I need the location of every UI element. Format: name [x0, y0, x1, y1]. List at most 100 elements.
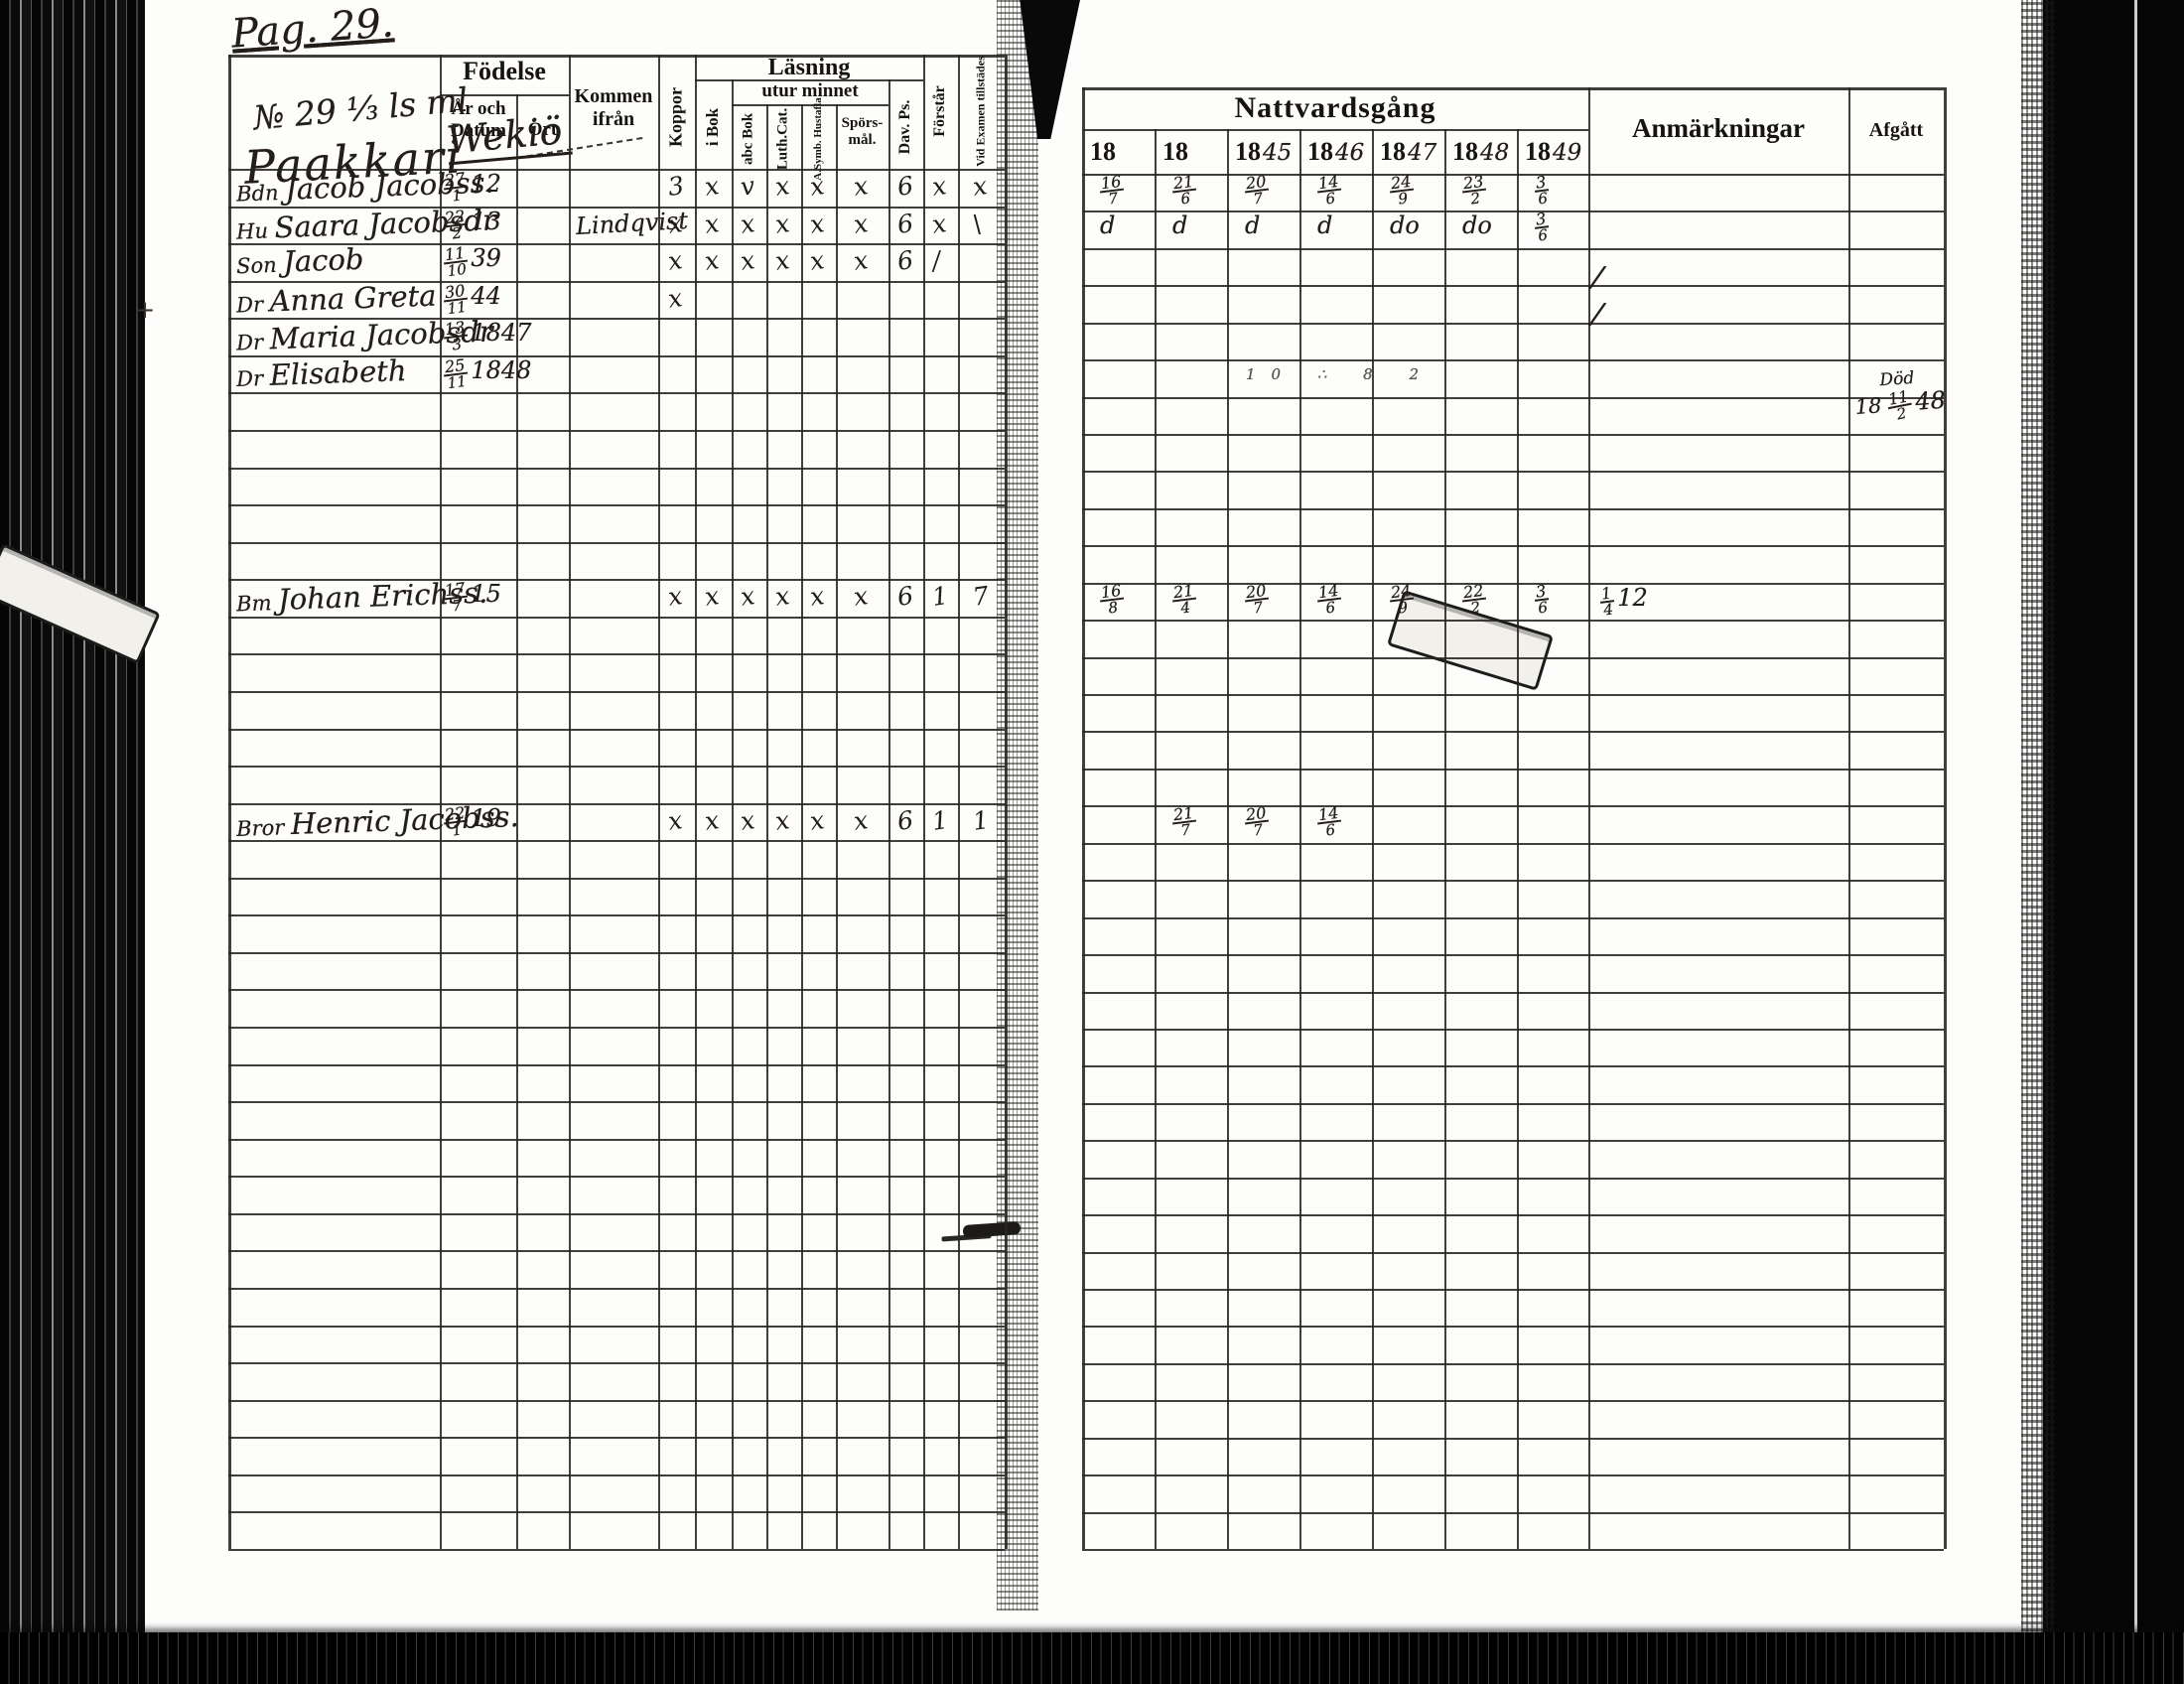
grid-hline: [1082, 954, 1944, 957]
register-row-birthdate: 25 11 1848: [442, 354, 532, 392]
register-row-birthdate: 11 10 39: [442, 243, 501, 281]
reading-mark: x: [739, 245, 757, 276]
grid-hline: [228, 1138, 1005, 1141]
header-afgatt: Afgått: [1868, 119, 1924, 141]
communion-date: 22 2: [1460, 580, 1487, 618]
page-edge-speckle: [2021, 0, 2055, 1638]
grid-vline: [1227, 129, 1229, 1549]
grid-hline: [1082, 768, 1944, 771]
reading-mark: x: [739, 581, 757, 613]
reading-mark: x: [703, 208, 722, 239]
grid-vline: [958, 55, 960, 1549]
grid-hline: [228, 243, 1005, 246]
grid-hline: [1082, 1028, 1944, 1031]
grid-hline: [228, 951, 1005, 954]
reading-mark: x: [852, 581, 871, 613]
row-prefix: Son: [235, 252, 284, 279]
year-printed: 18: [1452, 137, 1478, 166]
reading-mark: x: [852, 245, 871, 276]
communion-date: d: [1245, 211, 1261, 240]
reading-mark: \: [971, 209, 984, 239]
grid-hline: [1082, 129, 1588, 131]
grid-hline: [228, 1511, 1005, 1514]
grid-hline: [228, 840, 1005, 843]
year-printed: 18: [1235, 137, 1261, 166]
year-printed: 18: [1525, 137, 1551, 166]
grid-hline: [228, 1362, 1005, 1365]
grid-vline: [1005, 55, 1008, 1549]
reading-mark: x: [773, 245, 792, 276]
year-column-header: 1846: [1307, 137, 1364, 167]
register-row-birthdate: 27 1 12: [442, 168, 501, 206]
reading-mark: x: [852, 171, 871, 202]
communion-date: 14 6: [1315, 580, 1342, 618]
reading-mark: 7: [971, 581, 991, 613]
grid-hline: [1082, 396, 1944, 399]
grid-hline: [228, 55, 1005, 58]
reading-mark: 6: [895, 171, 915, 202]
grid-hline: [1082, 471, 1944, 474]
grid-hline: [228, 1288, 1005, 1291]
grid-vline: [1372, 129, 1374, 1549]
reading-mark: x: [703, 245, 722, 276]
communion-date: 21 4: [1170, 580, 1197, 618]
grid-hline: [1082, 1326, 1944, 1329]
header-forstar: Förstår: [931, 85, 948, 137]
header-fodelse: Födelse: [463, 57, 546, 85]
grid-hline: [695, 79, 923, 81]
grid-hline: [228, 354, 1005, 357]
row-prefix: Dr: [235, 330, 271, 355]
row-prefix: Bm: [235, 591, 279, 617]
grid-hline: [228, 1176, 1005, 1179]
grid-hline: [228, 318, 1005, 321]
grid-hline: [1082, 434, 1944, 437]
year-column-header: 18: [1162, 137, 1188, 167]
year-handwritten: 45: [1263, 140, 1293, 166]
grid-hline: [1082, 359, 1944, 362]
grid-hline: [228, 280, 1005, 283]
register-row-name: Dr Anna Greta: [235, 278, 438, 319]
reading-mark: 6: [895, 245, 915, 277]
register-row-name: Dr Elisabeth: [235, 352, 408, 392]
grid-vline: [1299, 129, 1301, 1549]
grid-hline: [228, 802, 1005, 805]
grid-hline: [228, 1101, 1005, 1104]
reading-mark: x: [971, 171, 990, 202]
grid-hline: [1082, 731, 1944, 734]
household-number: № 29 ⅓ ls ml: [251, 79, 470, 138]
grid-hline: [228, 504, 1005, 507]
faint-marks: 10 ∴ 8 2: [1246, 365, 1435, 384]
grid-hline: [228, 1250, 1005, 1253]
grid-vline: [766, 104, 768, 1549]
communion-date: 16 8: [1098, 580, 1125, 618]
grid-hline: [1082, 842, 1944, 845]
grid-hline: [228, 728, 1005, 731]
grid-vline: [1155, 129, 1157, 1549]
grid-hline: [228, 429, 1005, 432]
communion-date: 20 7: [1243, 803, 1270, 840]
reading-mark: /: [930, 245, 943, 276]
header-vid-examen: Vid Examen tillstädes: [973, 56, 988, 167]
grid-vline: [1517, 129, 1519, 1549]
communion-date: do: [1462, 211, 1492, 240]
reading-mark: x: [739, 804, 757, 836]
reading-mark: 1: [930, 804, 950, 836]
communion-date: do: [1390, 211, 1420, 240]
grid-hline: [228, 206, 1005, 209]
communion-date: 16 7: [1098, 171, 1125, 209]
grid-hline: [1082, 210, 1944, 213]
row-prefix: Bror: [235, 814, 292, 841]
year-handwritten: 46: [1335, 140, 1365, 166]
grid-hline: [1082, 1102, 1944, 1105]
reading-mark: x: [852, 208, 871, 239]
communion-date: 23 2: [1460, 171, 1487, 209]
grid-hline: [228, 1549, 1005, 1551]
grid-hline: [1082, 620, 1944, 623]
communion-date: 21 7: [1170, 803, 1197, 840]
grid-hline: [1082, 1177, 1944, 1180]
book-spine-left: [0, 0, 145, 1684]
header-kommen-ifran: Kommen ifrån: [574, 85, 653, 130]
grid-hline: [228, 541, 1005, 544]
grid-hline: [440, 94, 569, 96]
